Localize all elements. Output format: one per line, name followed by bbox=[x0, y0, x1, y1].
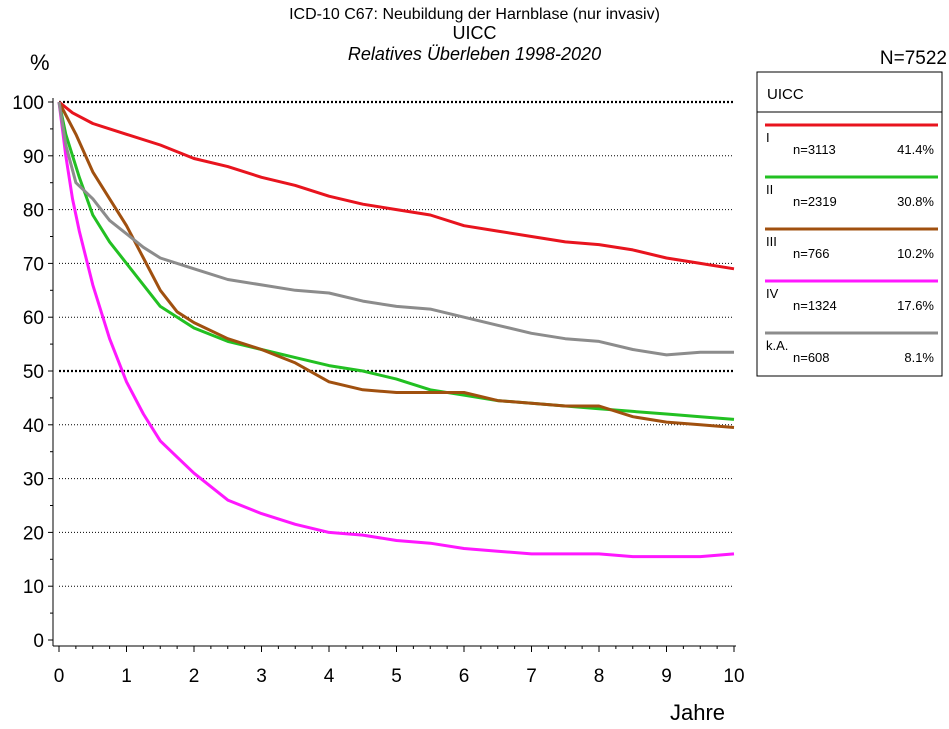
legend-percent: 8.1% bbox=[904, 350, 934, 365]
x-tick-label: 2 bbox=[189, 666, 200, 687]
legend-label: I bbox=[766, 130, 770, 145]
y-tick-label: 10 bbox=[23, 577, 44, 598]
x-tick-label: 3 bbox=[256, 666, 267, 687]
x-tick-label: 10 bbox=[723, 666, 744, 687]
y-tick-label: 100 bbox=[12, 93, 44, 114]
x-tick-label: 4 bbox=[324, 666, 335, 687]
y-tick-label: 20 bbox=[23, 523, 44, 544]
y-tick-label: 0 bbox=[33, 631, 44, 652]
x-axis-label: Jahre bbox=[670, 700, 726, 725]
series-line-i bbox=[58, 100, 735, 271]
x-tick-label: 1 bbox=[121, 666, 132, 687]
legend-count: n=3113 bbox=[793, 142, 836, 157]
x-tick-label: 6 bbox=[459, 666, 470, 687]
series-line-ka bbox=[57, 101, 734, 357]
chart-title: ICD-10 C67: Neubildung der Harnblase (nu… bbox=[289, 6, 660, 23]
x-tick-label: 5 bbox=[391, 666, 402, 687]
y-tick-label: 80 bbox=[23, 201, 44, 222]
y-tick-label: 30 bbox=[23, 470, 44, 491]
y-tick-label: 60 bbox=[23, 308, 44, 329]
legend-percent: 41.4% bbox=[897, 142, 934, 157]
legend-percent: 17.6% bbox=[897, 298, 934, 313]
chart-subtitle: UICC bbox=[452, 23, 497, 43]
y-axis-label: % bbox=[30, 50, 50, 75]
chart-subtitle-period: Relatives Überleben 1998-2020 bbox=[347, 44, 602, 64]
x-tick-label: 0 bbox=[54, 666, 65, 687]
legend-percent: 10.2% bbox=[897, 246, 934, 261]
legend-box bbox=[756, 71, 943, 377]
legend-label: k.A. bbox=[766, 338, 788, 353]
y-tick-label: 90 bbox=[23, 147, 44, 168]
y-tick-label: 70 bbox=[23, 254, 44, 275]
y-tick-label: 40 bbox=[23, 416, 44, 437]
legend-percent: 30.8% bbox=[897, 194, 934, 209]
legend-count: n=2319 bbox=[793, 194, 837, 209]
legend-count: n=608 bbox=[793, 350, 830, 365]
series-line-iii bbox=[57, 101, 735, 429]
legend-label: II bbox=[766, 182, 773, 197]
legend-label: IV bbox=[766, 286, 779, 301]
x-tick-label: 9 bbox=[661, 666, 672, 687]
total-count: N=7522 bbox=[879, 48, 947, 69]
legend-title: UICC bbox=[767, 86, 804, 103]
legend-label: III bbox=[766, 234, 777, 249]
series-line-iv bbox=[57, 101, 735, 559]
y-tick-label: 50 bbox=[23, 362, 44, 383]
legend-count: n=1324 bbox=[793, 298, 837, 313]
x-tick-label: 7 bbox=[526, 666, 537, 687]
legend-count: n=766 bbox=[793, 246, 830, 261]
x-tick-label: 8 bbox=[594, 666, 605, 687]
